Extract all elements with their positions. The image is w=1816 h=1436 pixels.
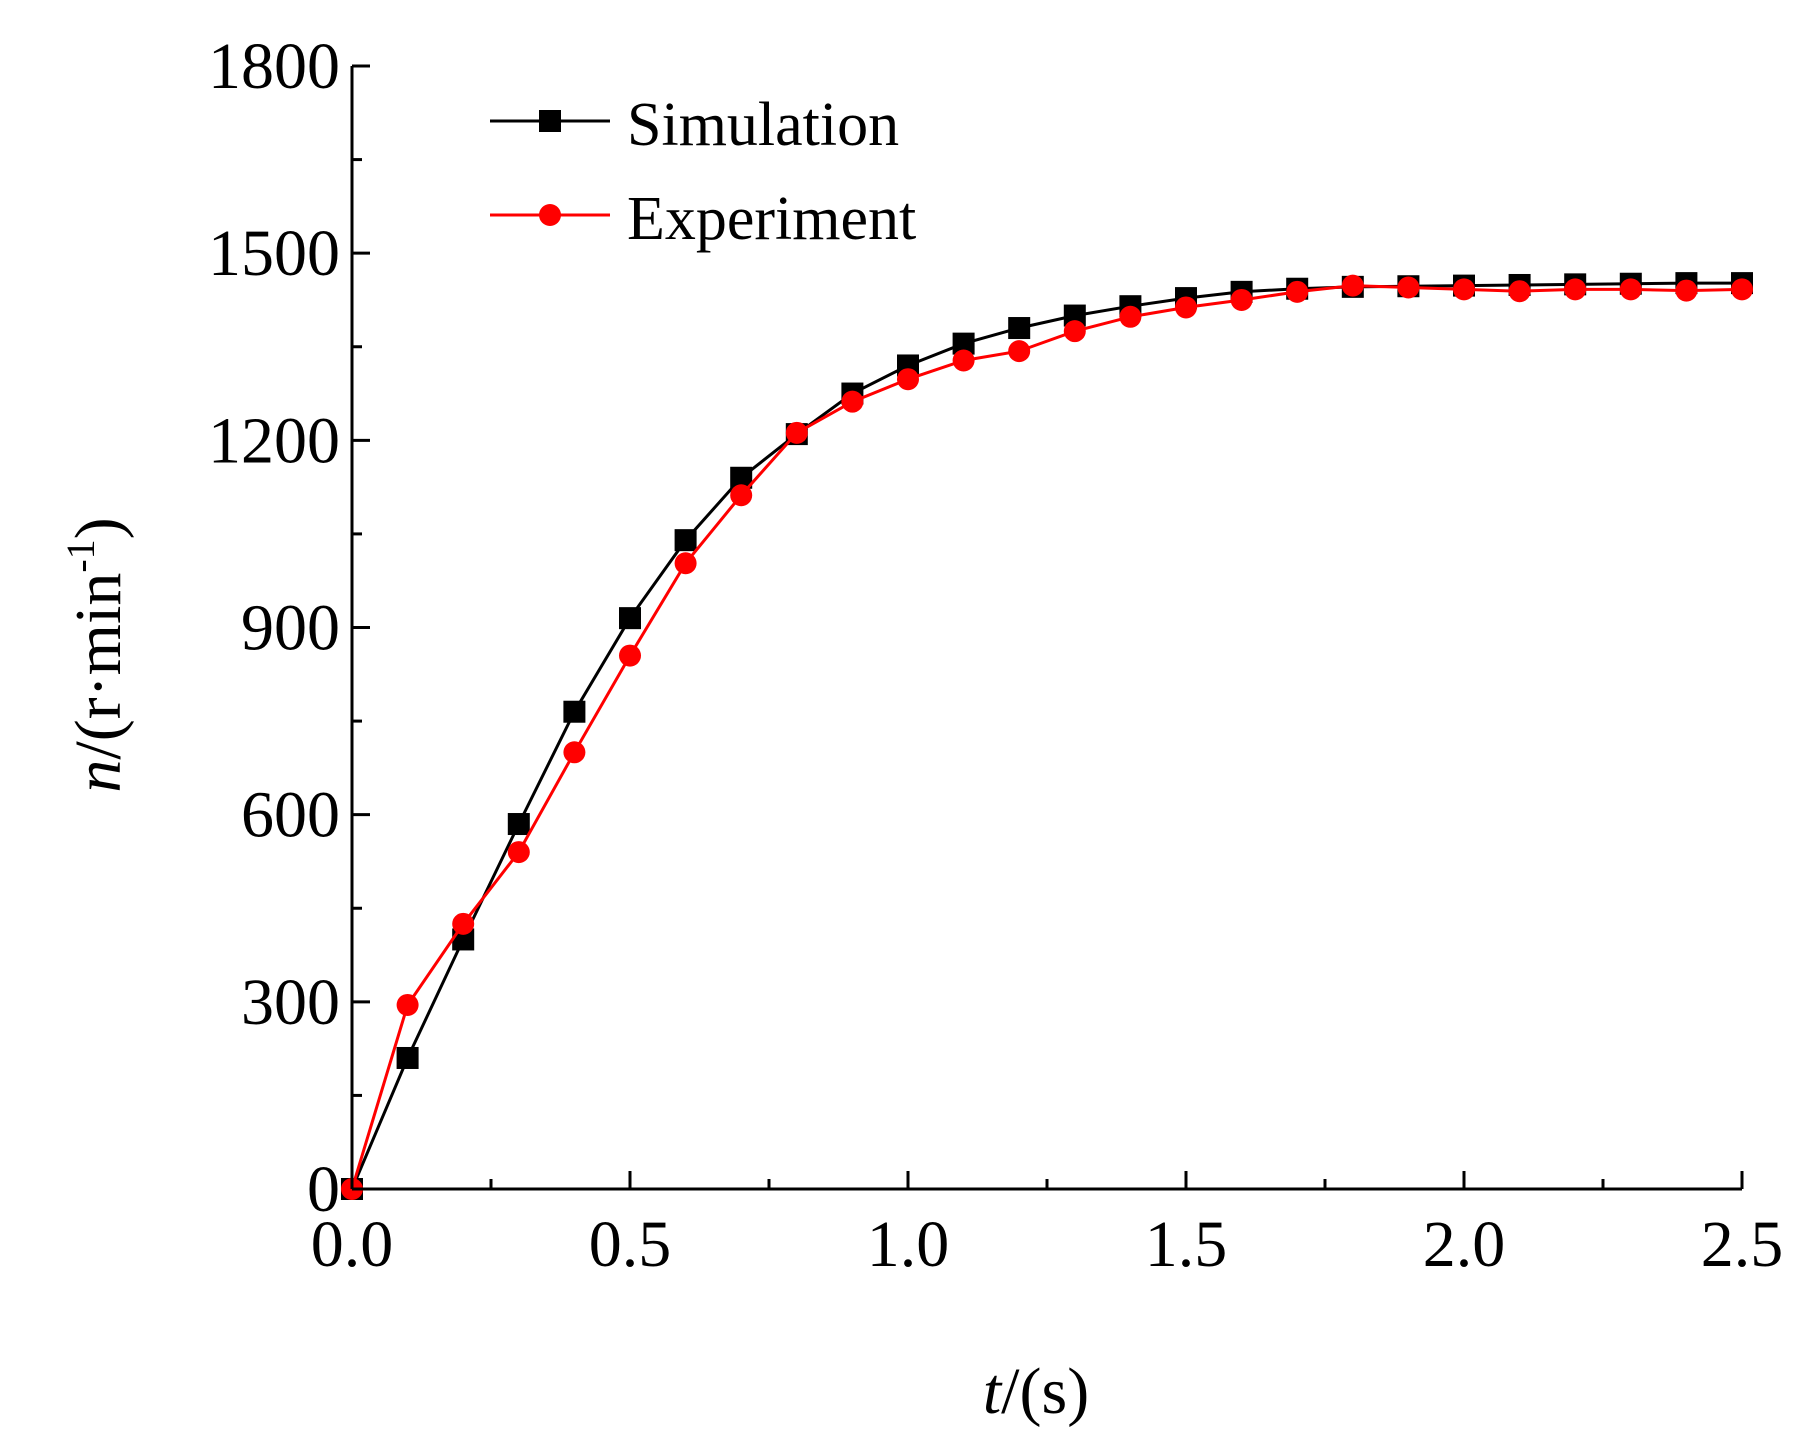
point-experiment	[1397, 276, 1420, 299]
point-experiment	[841, 390, 864, 413]
point-simulation	[396, 1046, 419, 1069]
point-experiment	[452, 912, 475, 935]
x-tick-label: 1.0	[867, 1208, 950, 1281]
y-tick-label: 900	[241, 592, 340, 665]
point-experiment	[1230, 288, 1253, 311]
point-simulation	[563, 700, 586, 723]
legend-label-experiment: Experiment	[627, 185, 916, 253]
x-tick-label: 0.5	[589, 1208, 672, 1281]
point-experiment	[897, 368, 919, 391]
point-simulation	[952, 332, 975, 355]
legend-marker-experiment	[539, 204, 561, 226]
legend: Simulation Experiment	[490, 91, 916, 253]
x-tick-label: 2.5	[1701, 1208, 1784, 1281]
point-experiment	[1564, 278, 1587, 301]
y-tick-label: 1200	[208, 404, 340, 477]
point-experiment	[1286, 280, 1309, 303]
point-simulation	[730, 466, 753, 489]
legend-item-simulation: Simulation	[490, 91, 899, 159]
x-tick-label: 0.0	[311, 1208, 394, 1281]
x-axis-title: t/(s)	[983, 1355, 1089, 1428]
x-axis-unit: s	[1042, 1355, 1068, 1428]
y-tick-label: 1500	[208, 217, 340, 290]
point-simulation	[1008, 317, 1031, 340]
series-experiment	[341, 274, 1753, 1200]
point-simulation	[674, 529, 697, 552]
legend-marker-simulation	[539, 110, 561, 132]
point-simulation	[1063, 304, 1086, 327]
point-experiment	[1008, 340, 1031, 363]
point-experiment	[396, 993, 419, 1016]
point-experiment	[1453, 278, 1475, 301]
point-experiment	[1175, 296, 1197, 319]
point-experiment	[1675, 279, 1698, 302]
point-experiment	[507, 841, 530, 864]
y-tick-label: 600	[241, 779, 340, 852]
point-experiment	[563, 741, 586, 764]
y-tick-label: 300	[241, 966, 340, 1039]
y-tick-label: 1800	[208, 30, 340, 103]
point-experiment	[1063, 320, 1086, 343]
legend-label-simulation: Simulation	[627, 91, 899, 159]
x-tick-label: 2.0	[1423, 1208, 1506, 1281]
y-tick-label: 0	[307, 1153, 340, 1226]
point-simulation	[507, 813, 530, 836]
point-simulation	[619, 607, 641, 630]
point-experiment	[952, 349, 975, 372]
axis-ticks: 0 300 600 900 1200 1500 1800 0.0 0.5 1.0 1.5 2.0 2.5	[208, 30, 1783, 1281]
y-axis-title: n/(r·min-1)	[58, 517, 135, 792]
y-axis-unit-close: )	[62, 517, 135, 539]
plot-frame	[350, 66, 1742, 1191]
y-axis-unit-sup: -1	[58, 539, 103, 572]
point-experiment	[674, 552, 697, 575]
x-axis-unit-close: )	[1067, 1355, 1089, 1428]
legend-item-experiment: Experiment	[490, 185, 916, 253]
series-line-simulation	[350, 281, 1742, 1190]
point-experiment	[619, 644, 641, 667]
point-experiment	[785, 421, 808, 444]
point-experiment	[1508, 280, 1531, 303]
point-experiment	[1731, 278, 1753, 301]
point-experiment	[730, 484, 753, 507]
x-axis-unit-open: /(	[1001, 1355, 1041, 1428]
point-experiment	[1341, 274, 1364, 297]
series-layer	[341, 272, 1753, 1200]
y-axis-unit-open: /(	[62, 719, 135, 759]
point-experiment	[1619, 278, 1642, 301]
series-simulation	[341, 272, 1753, 1200]
x-axis-var: t	[983, 1355, 1003, 1428]
point-experiment	[1119, 305, 1142, 328]
x-tick-label: 1.5	[1145, 1208, 1228, 1281]
y-axis-var: n	[62, 760, 135, 793]
y-axis-unit: r·min	[62, 573, 135, 720]
